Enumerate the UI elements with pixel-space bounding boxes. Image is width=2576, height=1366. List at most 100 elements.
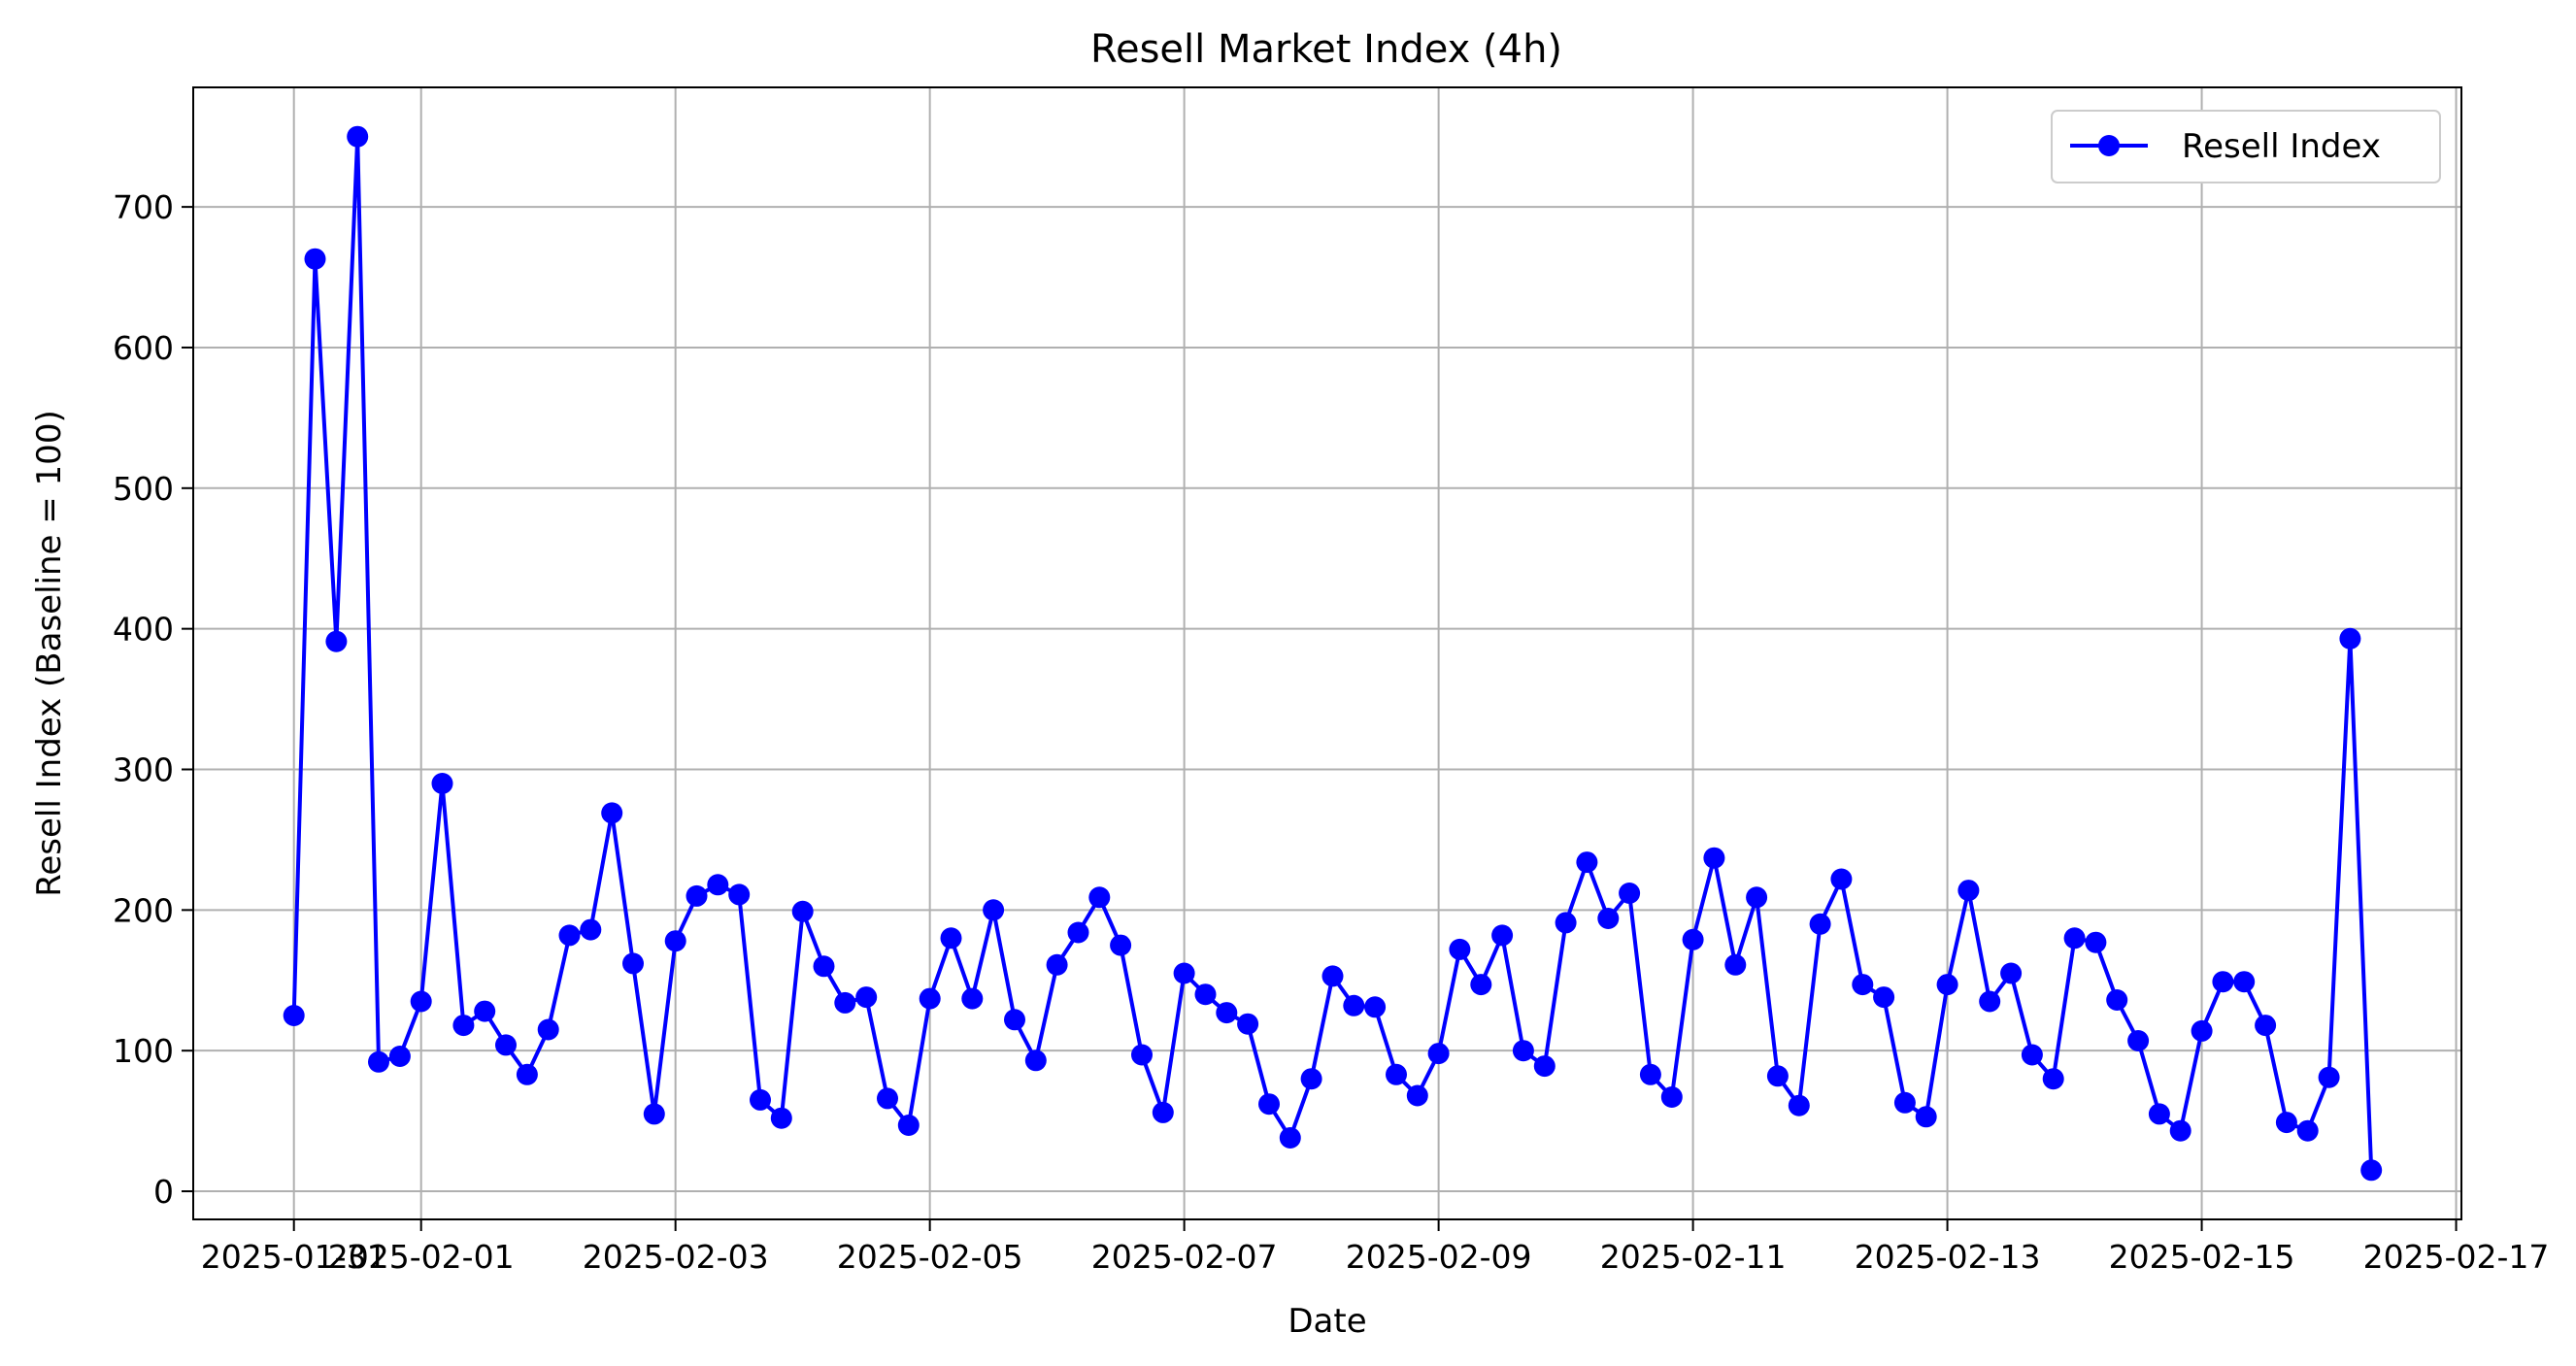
data-point xyxy=(1024,1049,1047,1072)
data-point xyxy=(2339,627,2361,650)
data-point xyxy=(304,248,326,270)
data-point xyxy=(1979,990,2001,1013)
data-point xyxy=(2233,971,2256,993)
data-point xyxy=(1957,880,1980,902)
data-point xyxy=(2360,1159,2383,1182)
data-point xyxy=(558,924,581,947)
data-point xyxy=(2212,971,2234,993)
data-point xyxy=(2148,1103,2170,1125)
data-point xyxy=(1746,886,1768,909)
y-tick-label: 500 xyxy=(113,470,174,508)
data-point xyxy=(1491,924,1514,947)
x-tick-label: 2025-02-05 xyxy=(837,1238,1023,1276)
data-point xyxy=(1237,1013,1259,1035)
data-point xyxy=(1533,1055,1556,1078)
data-point xyxy=(1724,953,1747,976)
data-point xyxy=(1131,1044,1153,1066)
data-point xyxy=(1386,1063,1407,1085)
data-point xyxy=(1809,913,1831,935)
data-point xyxy=(1597,908,1620,929)
data-point xyxy=(1173,962,1195,984)
data-point xyxy=(1067,921,1089,944)
data-point xyxy=(643,1103,665,1125)
data-point xyxy=(580,918,602,941)
data-point xyxy=(1004,1009,1025,1031)
data-point xyxy=(452,1015,475,1037)
data-point xyxy=(495,1034,517,1056)
data-point xyxy=(368,1050,389,1073)
y-axis-label: Resell Index (Baseline = 100) xyxy=(30,410,69,896)
data-point xyxy=(664,930,686,952)
data-point xyxy=(537,1018,559,1041)
y-tick-label: 200 xyxy=(113,891,174,929)
data-point xyxy=(1406,1084,1428,1107)
data-point xyxy=(1470,974,1492,996)
y-tick-label: 0 xyxy=(153,1173,174,1211)
y-tick-label: 600 xyxy=(113,329,174,367)
data-point xyxy=(919,987,941,1010)
data-point xyxy=(410,990,432,1013)
data-point xyxy=(1703,847,1725,869)
data-point xyxy=(1216,1002,1238,1024)
data-point xyxy=(347,125,369,148)
legend-label: Resell Index xyxy=(2182,127,2381,166)
data-point xyxy=(1258,1093,1280,1116)
x-tick-label: 2025-02-17 xyxy=(2363,1238,2550,1276)
data-point xyxy=(2169,1119,2191,1142)
data-point xyxy=(2191,1019,2213,1042)
data-point xyxy=(1449,938,1471,960)
data-point xyxy=(2296,1119,2319,1142)
data-point xyxy=(1915,1106,1937,1128)
plot-series xyxy=(283,125,2383,1182)
grid-lines xyxy=(193,87,2461,1219)
data-point xyxy=(2318,1066,2340,1088)
x-tick-label: 2025-01-31 xyxy=(201,1238,387,1276)
y-tick-label: 700 xyxy=(113,188,174,226)
data-point xyxy=(1639,1063,1661,1085)
data-point xyxy=(728,883,751,906)
data-point xyxy=(1194,983,1217,1006)
data-point xyxy=(1088,886,1111,909)
data-point xyxy=(601,802,623,824)
data-point xyxy=(961,987,984,1010)
data-point xyxy=(516,1063,538,1085)
data-point xyxy=(940,927,962,950)
data-point xyxy=(1619,883,1641,904)
data-point xyxy=(2255,1015,2277,1037)
data-point xyxy=(1321,965,1344,987)
plot-frame xyxy=(192,86,2462,1220)
data-point xyxy=(2063,927,2086,950)
data-point xyxy=(1660,1086,1683,1108)
x-tick-label: 2025-02-07 xyxy=(1091,1238,1278,1276)
data-point xyxy=(1427,1043,1450,1065)
data-point xyxy=(1788,1094,1810,1116)
x-tick-label: 2025-02-11 xyxy=(1600,1238,1787,1276)
data-point xyxy=(1682,928,1704,950)
y-tick-label: 300 xyxy=(113,750,174,788)
data-point xyxy=(2021,1044,2043,1066)
x-tick-label: 2025-02-15 xyxy=(2109,1238,2295,1276)
x-tick-label: 2025-02-03 xyxy=(583,1238,769,1276)
x-tick-label: 2025-02-01 xyxy=(328,1238,515,1276)
data-point xyxy=(1343,994,1365,1016)
data-point xyxy=(325,630,348,652)
data-point xyxy=(813,955,835,978)
data-point xyxy=(474,1000,496,1022)
data-point xyxy=(1873,986,1895,1009)
data-point xyxy=(1576,851,1598,874)
data-point xyxy=(1300,1068,1322,1090)
data-point xyxy=(1364,996,1387,1018)
data-point xyxy=(2106,989,2128,1011)
chart-title: Resell Market Index (4h) xyxy=(1090,27,1562,72)
data-point xyxy=(2275,1112,2297,1134)
data-point xyxy=(1279,1127,1301,1149)
data-point xyxy=(388,1046,411,1067)
data-point xyxy=(431,773,453,794)
y-tick-label: 400 xyxy=(113,611,174,649)
data-point xyxy=(707,874,729,896)
data-point xyxy=(1936,974,1958,996)
data-point xyxy=(2000,962,2023,984)
data-point xyxy=(1766,1065,1789,1087)
